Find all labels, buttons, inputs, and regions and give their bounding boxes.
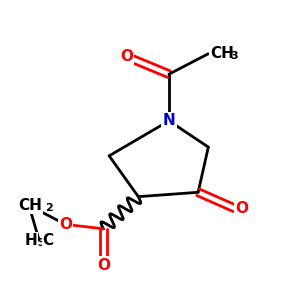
Text: CH: CH: [19, 198, 42, 213]
Text: O: O: [236, 201, 248, 216]
Text: O: O: [120, 49, 133, 64]
Text: O: O: [97, 258, 110, 273]
Text: H: H: [25, 233, 38, 248]
Text: 3: 3: [38, 238, 45, 248]
Text: CH: CH: [210, 46, 234, 61]
Text: 2: 2: [46, 203, 53, 213]
Text: C: C: [42, 233, 53, 248]
Text: O: O: [59, 217, 72, 232]
Text: N: N: [163, 113, 175, 128]
Text: 3: 3: [230, 51, 238, 61]
